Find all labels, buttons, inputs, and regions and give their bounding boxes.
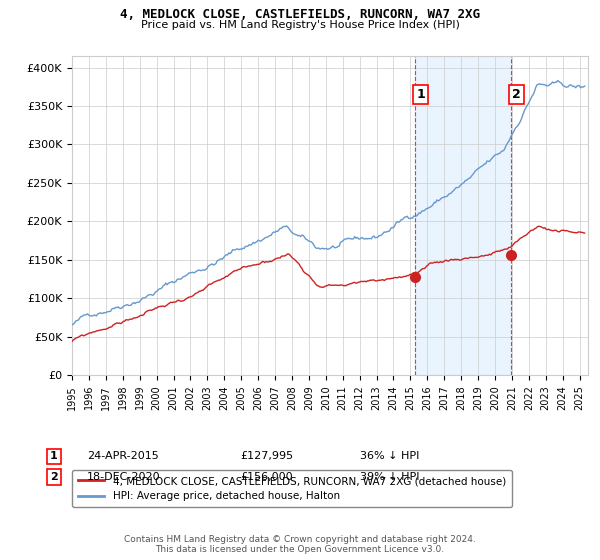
Text: £156,000: £156,000 — [240, 472, 293, 482]
Text: 2: 2 — [50, 472, 58, 482]
Text: 2: 2 — [512, 88, 521, 101]
Legend: 4, MEDLOCK CLOSE, CASTLEFIELDS, RUNCORN, WA7 2XG (detached house), HPI: Average : 4, MEDLOCK CLOSE, CASTLEFIELDS, RUNCORN,… — [72, 470, 512, 507]
Text: 1: 1 — [416, 88, 425, 101]
Text: 1: 1 — [50, 451, 58, 461]
Text: 18-DEC-2020: 18-DEC-2020 — [87, 472, 161, 482]
Text: Price paid vs. HM Land Registry's House Price Index (HPI): Price paid vs. HM Land Registry's House … — [140, 20, 460, 30]
Text: 24-APR-2015: 24-APR-2015 — [87, 451, 159, 461]
Text: 36% ↓ HPI: 36% ↓ HPI — [360, 451, 419, 461]
Bar — [415, 56, 511, 375]
Text: Contains HM Land Registry data © Crown copyright and database right 2024.
This d: Contains HM Land Registry data © Crown c… — [124, 535, 476, 554]
Text: £127,995: £127,995 — [240, 451, 293, 461]
Text: 4, MEDLOCK CLOSE, CASTLEFIELDS, RUNCORN, WA7 2XG: 4, MEDLOCK CLOSE, CASTLEFIELDS, RUNCORN,… — [120, 8, 480, 21]
Text: 39% ↓ HPI: 39% ↓ HPI — [360, 472, 419, 482]
